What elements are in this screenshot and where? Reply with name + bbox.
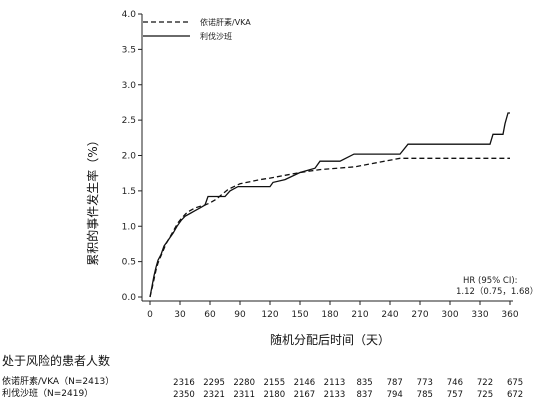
series-layer	[149, 112, 510, 298]
risk-cell: 722	[476, 378, 494, 388]
risk-cell: 2146	[293, 378, 316, 388]
risk-cell: 837	[356, 390, 373, 400]
risk-cell: 725	[476, 390, 494, 400]
risk-cell: 746	[446, 378, 464, 388]
y-tick-label: 0.5	[122, 258, 136, 268]
risk-table-title: 处于风险的患者人数	[2, 354, 111, 368]
y-tick-label: 2.5	[122, 116, 136, 126]
risk-cell: 785	[416, 390, 433, 400]
x-tick-label: 300	[441, 310, 458, 320]
x-tick-label: 0	[147, 310, 153, 320]
x-tick-label: 180	[321, 310, 338, 320]
hr-annotation-line2: 1.12（0.75，1.68）	[456, 286, 538, 297]
x-tick-label: 30	[174, 310, 186, 320]
y-tick-label: 1.0	[122, 222, 137, 232]
y-tick-label: 1.5	[122, 187, 136, 197]
y-tick-label: 3.0	[122, 81, 137, 91]
y-axis-title: 累积的事件发生率（%）	[85, 134, 100, 265]
risk-cell: 2350	[173, 390, 195, 400]
risk-cell: 675	[506, 378, 524, 388]
risk-cell: 672	[506, 390, 524, 400]
y-tick-label: 4.0	[122, 10, 137, 20]
hr-annotation-line1: HR (95% CI):	[463, 276, 518, 286]
chart-legend: 依诺肝素/VKA 利伐沙班	[143, 17, 251, 41]
risk-cell: 2180	[263, 390, 286, 400]
y-tick-label: 0.0	[122, 293, 137, 303]
risk-cell: 2321	[203, 390, 225, 400]
risk-cell: 794	[386, 390, 403, 400]
x-tick-label: 270	[411, 310, 428, 320]
x-tick-label: 360	[501, 310, 518, 320]
chart-axes: 0.0 0.5 1.0 1.5 2.0 2.5 3.0 3.5 4.0 0 30 60 90 120 150…	[122, 10, 519, 320]
risk-row-label: 利伐沙班（N=2419）	[2, 389, 94, 399]
risk-cell: 2280	[233, 378, 256, 388]
x-tick-label: 120	[261, 310, 278, 320]
risk-cell: 2295	[203, 378, 225, 388]
risk-cell: 2113	[323, 378, 346, 388]
chart-svg: 0.0 0.5 1.0 1.5 2.0 2.5 3.0 3.5 4.0 0 30 60 90 120 150…	[85, 10, 538, 347]
x-tick-label: 210	[351, 310, 368, 320]
risk-cell: 2167	[293, 390, 316, 400]
x-tick-label: 90	[234, 310, 246, 320]
hr-annotation: HR (95% CI): 1.12（0.75，1.68）	[456, 276, 538, 297]
risk-cell: 2155	[263, 378, 286, 388]
risk-cell: 2311	[233, 390, 256, 400]
x-axis-title: 随机分配后时间（天）	[270, 332, 390, 347]
y-tick-label: 3.5	[122, 45, 136, 55]
risk-cell: 787	[386, 378, 403, 388]
x-tick-label: 60	[204, 310, 216, 320]
risk-cell: 835	[356, 378, 373, 388]
y-tick-label: 2.0	[122, 152, 137, 162]
series-line-rivaroxaban	[149, 112, 510, 298]
risk-cell: 773	[416, 378, 433, 388]
legend-label: 利伐沙班	[200, 31, 232, 41]
risk-cell: 2316	[173, 378, 195, 388]
x-tick-label: 150	[291, 310, 308, 320]
risk-cell: 757	[446, 390, 464, 400]
risk-row-label: 依诺肝素/VKA（N=2413）	[2, 377, 115, 387]
legend-label: 依诺肝素/VKA	[200, 17, 251, 27]
x-tick-label: 240	[381, 310, 398, 320]
x-tick-label: 330	[471, 310, 488, 320]
risk-cell: 2133	[323, 390, 346, 400]
series-line-enoxaparin-vka	[149, 157, 510, 298]
